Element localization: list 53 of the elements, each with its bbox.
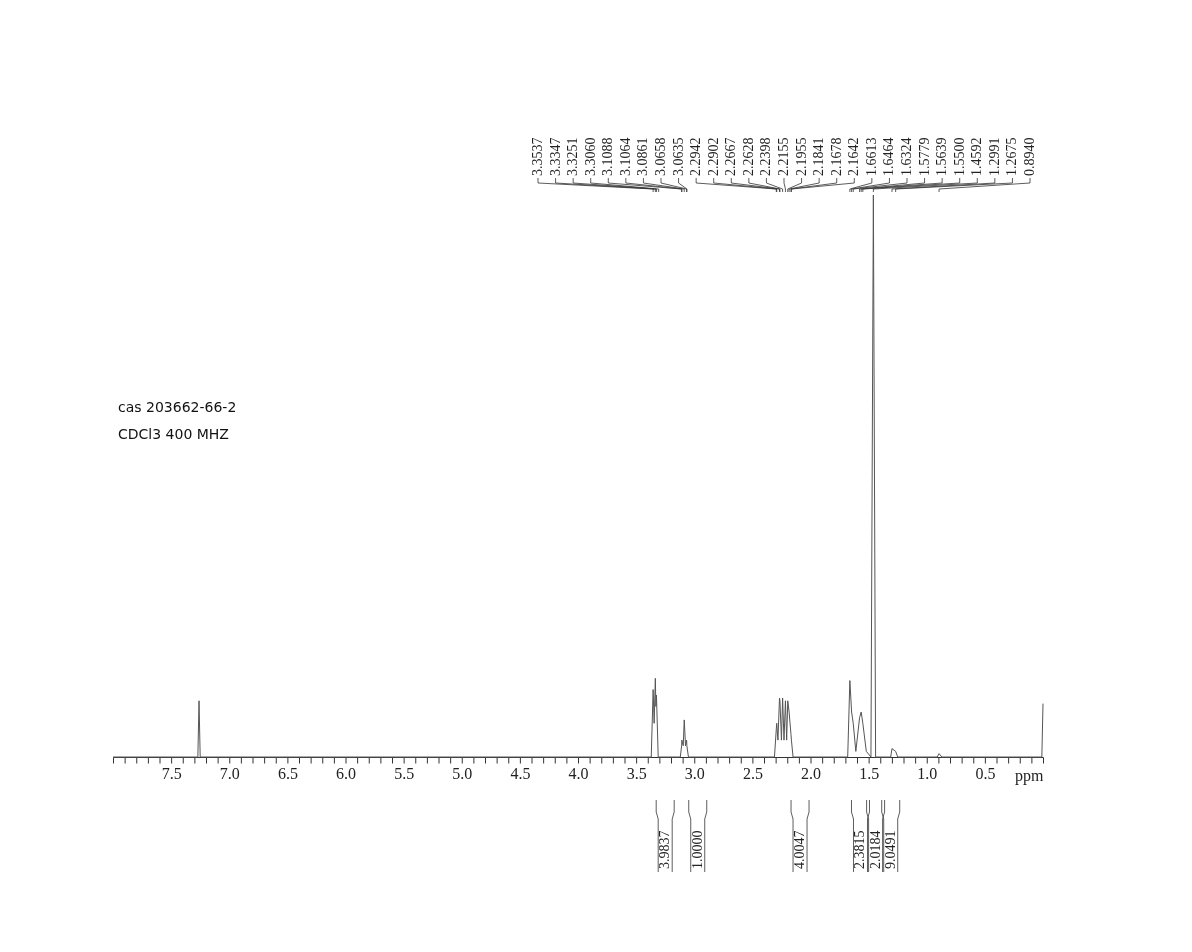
annotation: 3.0861 xyxy=(635,137,651,176)
annotation: 3.3347 xyxy=(547,137,563,176)
annotation: 3.3060 xyxy=(582,137,598,176)
x-tick-label: 5.0 xyxy=(452,764,473,782)
x-tick-label: 3.0 xyxy=(684,764,705,782)
x-tick-label: 6.5 xyxy=(277,764,298,782)
annotation: 2.1678 xyxy=(828,137,844,176)
annotation: 1.5779 xyxy=(916,137,932,176)
annotation: cas 203662-66-2 xyxy=(118,399,237,415)
x-tick-label: 4.5 xyxy=(510,764,531,782)
annotation: 3.3251 xyxy=(565,137,581,176)
x-tick-label: 6.0 xyxy=(336,764,356,782)
annotation: 2.2628 xyxy=(740,137,756,176)
annotation: 2.2155 xyxy=(776,137,791,176)
x-tick-label: 7.5 xyxy=(161,764,182,782)
x-tick-label: 7.0 xyxy=(219,764,240,782)
annotation: 2.1841 xyxy=(811,137,827,176)
text: 2.3815 xyxy=(852,830,868,869)
annotation: 0.8940 xyxy=(1022,137,1037,176)
text: 2.0184 xyxy=(867,830,883,869)
annotation: 1.6613 xyxy=(863,137,879,176)
text: 1.0000 xyxy=(689,830,705,869)
annotation: CDCl3 400 MHZ xyxy=(118,426,229,442)
annotation: 1.6324 xyxy=(899,137,914,176)
annotation: 3.0658 xyxy=(653,137,668,176)
x-tick-label: 5.5 xyxy=(394,764,415,782)
annotation: 2.2902 xyxy=(705,137,721,176)
annotation: 1.5500 xyxy=(951,137,967,176)
x-tick-label: 0.5 xyxy=(975,764,996,782)
x-axis-title: ppm xyxy=(1015,766,1045,785)
x-tick-label: 4.0 xyxy=(568,764,589,782)
annotation: 1.6464 xyxy=(881,137,897,176)
x-tick-label: 3.5 xyxy=(626,764,647,782)
annotation: 3.1064 xyxy=(617,137,633,176)
annotation: 1.4592 xyxy=(969,137,985,176)
annotation: 2.2667 xyxy=(723,137,739,176)
annotation: 2.2942 xyxy=(688,137,704,176)
annotation: 3.3537 xyxy=(530,137,545,176)
annotation: 1.5639 xyxy=(934,137,950,176)
annotation: 1.2675 xyxy=(1004,137,1020,176)
annotation: 3.0635 xyxy=(670,137,686,176)
annotation: 2.1642 xyxy=(846,137,862,176)
annotation: 2.2398 xyxy=(758,137,774,176)
annotation: 2.1955 xyxy=(793,137,809,176)
text: 4.0047 xyxy=(792,830,808,869)
annotation: 3.1088 xyxy=(600,137,616,176)
x-tick-label: 1.5 xyxy=(859,764,880,782)
text: 9.0491 xyxy=(882,830,898,869)
annotation: 1.2991 xyxy=(986,137,1002,176)
x-tick-label: 1.0 xyxy=(917,764,938,782)
x-tick-label: 2.0 xyxy=(801,764,821,782)
text: 3.9837 xyxy=(657,830,673,869)
x-tick-label: 2.5 xyxy=(742,764,763,782)
